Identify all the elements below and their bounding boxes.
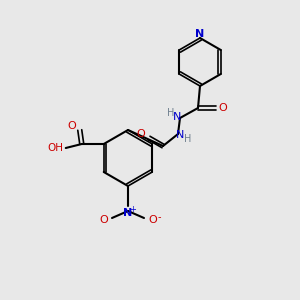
Text: N: N [123,208,133,218]
Text: +: + [130,206,136,214]
Text: O: O [219,103,227,113]
Text: O: O [68,121,76,131]
Text: O: O [136,129,146,139]
Text: OH: OH [48,143,64,153]
Text: O: O [100,215,108,225]
Text: O: O [148,215,158,225]
Text: H: H [184,134,192,144]
Text: N: N [173,112,181,122]
Text: H: H [167,108,175,118]
Text: -: - [157,212,161,222]
Text: N: N [195,29,205,39]
Text: N: N [176,130,184,140]
